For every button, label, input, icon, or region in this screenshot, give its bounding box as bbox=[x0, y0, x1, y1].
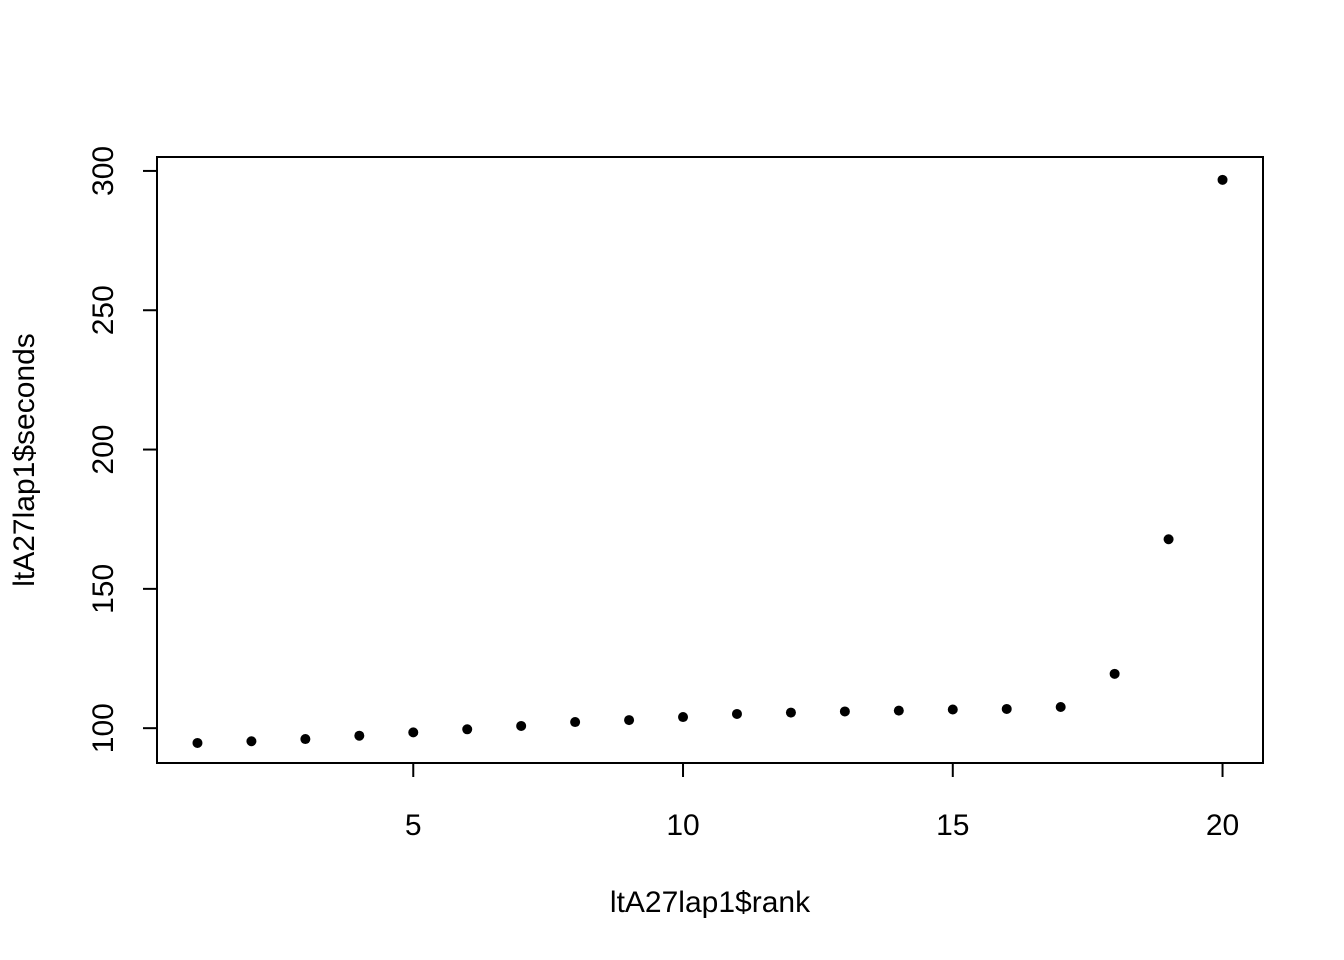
data-point bbox=[354, 730, 365, 741]
x-tick-label: 5 bbox=[405, 809, 422, 842]
y-tick-label: 300 bbox=[87, 146, 120, 196]
x-tick-label: 10 bbox=[666, 809, 699, 842]
y-tick-label: 100 bbox=[87, 703, 120, 753]
data-point bbox=[731, 708, 742, 719]
data-point bbox=[462, 724, 473, 735]
y-tick-label: 250 bbox=[87, 285, 120, 335]
data-point bbox=[192, 737, 203, 748]
data-point bbox=[1217, 174, 1228, 185]
data-point bbox=[1001, 703, 1012, 714]
data-point bbox=[624, 715, 635, 726]
data-point bbox=[839, 706, 850, 717]
data-point bbox=[516, 720, 527, 731]
x-axis-title: ltA27lap1$rank bbox=[610, 886, 811, 919]
data-point bbox=[1109, 668, 1120, 679]
plot-frame bbox=[156, 156, 1264, 764]
data-points bbox=[192, 174, 1228, 748]
data-point bbox=[408, 727, 419, 738]
data-point bbox=[1163, 534, 1174, 545]
x-axis: 5 10 15 20 bbox=[405, 762, 1239, 842]
data-point bbox=[1055, 701, 1066, 712]
y-axis-title: ltA27lap1$seconds bbox=[8, 333, 41, 587]
data-point bbox=[570, 717, 581, 728]
y-tick-label: 200 bbox=[87, 425, 120, 475]
data-point bbox=[947, 704, 958, 715]
y-axis: 100 150 200 250 300 bbox=[87, 146, 158, 753]
data-point bbox=[678, 712, 689, 723]
data-point bbox=[785, 707, 796, 718]
data-point bbox=[300, 734, 311, 745]
data-point bbox=[893, 705, 904, 716]
x-tick-label: 20 bbox=[1206, 809, 1239, 842]
x-tick-label: 15 bbox=[936, 809, 969, 842]
y-tick-label: 150 bbox=[87, 564, 120, 614]
data-point bbox=[246, 736, 257, 747]
